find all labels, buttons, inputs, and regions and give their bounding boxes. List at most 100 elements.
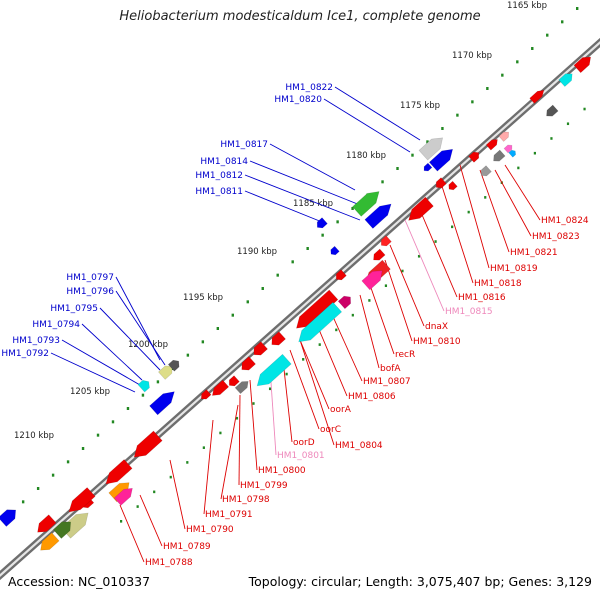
ruler-label: 1195 kbp [183, 293, 223, 303]
map-title: Heliobacterium modesticaldum Ice1, compl… [119, 9, 481, 24]
gene-feature-body [105, 459, 133, 485]
ruler-dot-inner [186, 461, 189, 464]
gene-feature-body [480, 165, 492, 177]
gene-feature [234, 380, 249, 395]
gene-feature-body [52, 521, 72, 539]
ruler-dot [306, 247, 309, 250]
gene-feature-body [37, 514, 57, 533]
forward-gene-label: HM1_0793 [12, 336, 60, 346]
ruler-dot-inner [219, 431, 222, 435]
ruler-dot-inner [252, 402, 255, 405]
reverse-gene-label: HM1_0807 [363, 377, 411, 387]
ruler-dot [381, 180, 384, 184]
gene-feature [108, 482, 130, 503]
reverse-gene-label: HM1_0824 [541, 216, 589, 226]
ruler-dot-inner [368, 299, 371, 302]
gene-feature [498, 131, 510, 142]
ruler-dot [576, 7, 579, 10]
forward-leader-line [249, 160, 361, 206]
forward-gene-label: HM1_0794 [32, 320, 80, 330]
gene-feature-body [435, 177, 447, 189]
gene-feature-body [271, 331, 286, 346]
gene-feature [337, 295, 351, 310]
ruler-label: 1170 kbp [452, 51, 492, 61]
reverse-gene-label: HM1_0788 [145, 558, 193, 568]
ruler-dot [201, 340, 205, 344]
reverse-leader-line [314, 319, 348, 397]
gene-feature [298, 301, 343, 343]
gene-feature [573, 56, 592, 74]
gene-feature-body [508, 149, 516, 158]
gene-feature [167, 359, 180, 372]
gene-feature-body [256, 353, 292, 387]
ruler-dot-inner [136, 505, 139, 508]
ruler-dot-inner [169, 475, 172, 479]
ruler-dot [156, 380, 160, 384]
forward-gene-label: HM1_0792 [1, 349, 49, 359]
gene-feature [200, 389, 212, 400]
gene-feature-body [546, 104, 559, 117]
forward-gene-label: HM1_0817 [220, 140, 268, 150]
ruler-dot [216, 327, 220, 330]
gene-feature-body [380, 235, 392, 247]
reverse-gene-label: HM1_0819 [490, 264, 538, 274]
reverse-leader-line [359, 294, 380, 369]
gene-feature [503, 144, 513, 154]
ruler-dot [186, 353, 190, 357]
gene-feature [485, 139, 498, 151]
gene-feature-body [167, 359, 180, 372]
reverse-gene-label: HM1_0800 [258, 466, 306, 476]
gene-feature [361, 270, 383, 291]
ruler-dot [36, 487, 40, 490]
ruler-dot [126, 407, 130, 410]
gene-feature [352, 191, 380, 217]
reverse-gene-label: HM1_0804 [335, 441, 383, 451]
gene-feature [133, 430, 163, 458]
ruler-dot [111, 420, 115, 424]
reverse-leader-line [299, 339, 335, 446]
gene-feature-body [493, 149, 506, 162]
gene-feature-body [408, 196, 434, 221]
gene-feature [529, 89, 545, 104]
gene-feature [52, 521, 72, 539]
gene-feature-body [498, 131, 510, 142]
gene-feature [468, 151, 480, 163]
forward-leader-line [334, 86, 421, 141]
gene-feature [480, 165, 492, 177]
ruler-dot-inner [384, 284, 388, 288]
forward-leader-line [50, 352, 136, 393]
forward-leader-line [99, 307, 161, 371]
ruler-dot-inner [153, 490, 156, 494]
ruler-dot [396, 167, 399, 170]
ruler-dot-inner [202, 446, 205, 449]
gene-feature [241, 356, 256, 371]
ruler-dot-inner [417, 254, 421, 258]
reverse-leader-line [119, 504, 145, 563]
ruler-dot [471, 100, 474, 104]
ruler-dot [426, 140, 429, 144]
gene-feature [558, 73, 573, 87]
ruler-label: 1165 kbp [507, 1, 547, 11]
gene-feature [373, 248, 386, 261]
ruler-dot [441, 127, 444, 130]
gene-feature-body [158, 365, 173, 380]
ruler-label: 1205 kbp [70, 387, 110, 397]
reverse-leader-line [203, 419, 214, 515]
reverse-leader-line [289, 349, 320, 430]
gene-feature-body [361, 270, 383, 291]
forward-gene-label: HM1_0814 [200, 157, 248, 167]
reverse-leader-line [249, 379, 258, 471]
leader-lines [50, 86, 541, 563]
forward-leader-line [244, 190, 323, 223]
ruler-labels: 1165 kbp 1170 kbp 1175 kbp 1180 kbp 1185 kbp… [14, 1, 547, 441]
gene-feature-body [418, 137, 444, 161]
gene-feature-body [529, 89, 545, 104]
ruler-dot [81, 447, 85, 450]
reverse-gene-label: HM1_0806 [348, 392, 396, 402]
ruler-dot [66, 460, 70, 464]
ruler-dot [246, 300, 249, 304]
ruler-dot-inner [120, 520, 123, 523]
reverse-gene-label: HM1_0798 [222, 495, 270, 505]
ruler-dot [261, 287, 264, 290]
gene-feature-body [573, 56, 592, 74]
